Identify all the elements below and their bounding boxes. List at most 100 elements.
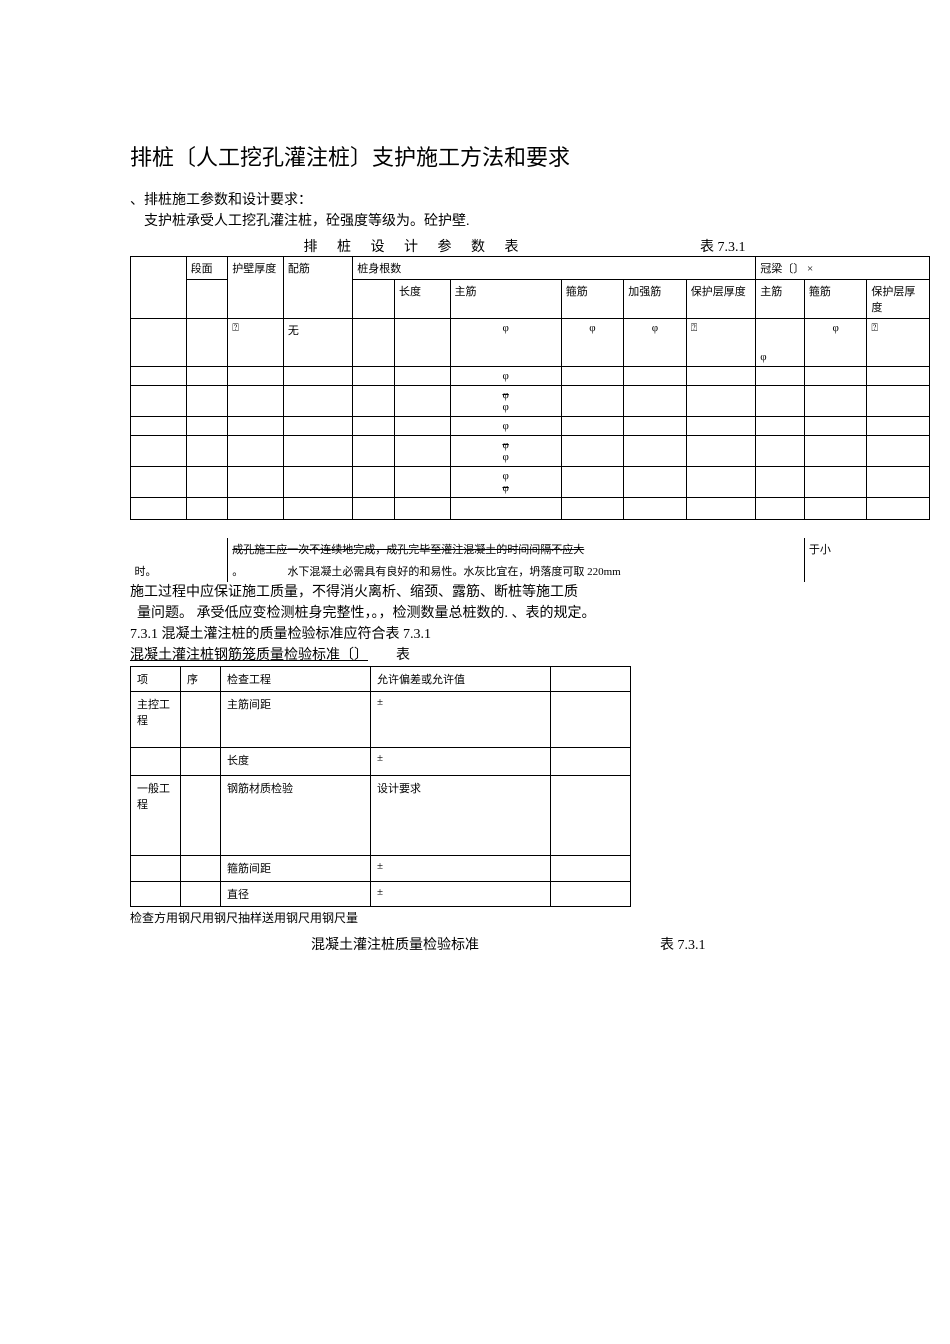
cell: 钢筋材质检验	[221, 775, 371, 855]
cell	[283, 436, 352, 467]
cell	[804, 417, 867, 436]
cell	[867, 498, 930, 520]
page-title: 排桩〔人工挖孔灌注桩〕支护施工方法和要求	[130, 140, 820, 172]
para-cell: 成孔施工应一次不连续地完成，成孔完毕至灌注混凝土的时间间隔不应大	[228, 538, 805, 560]
cell	[228, 417, 284, 436]
cell: 长度	[221, 747, 371, 775]
table-row: ⍰ 无 φ φ φ ⍰ φ φ ⍰	[131, 319, 930, 367]
cell	[353, 467, 395, 498]
th-wall: 护壁厚度	[228, 257, 284, 319]
table-row: φφ	[131, 467, 930, 498]
cell	[561, 417, 624, 436]
cell	[186, 498, 228, 520]
table-row: φ	[131, 417, 930, 436]
quality-check-table: 项 序 检查工程 允许偏差或允许值 主控工程 主筋间距 ± 长度 ± 一般工程 …	[130, 666, 631, 907]
cell	[551, 855, 631, 881]
cell	[131, 881, 181, 906]
th-seq: 序	[181, 666, 221, 691]
cell: φφ	[450, 436, 561, 467]
cell	[131, 747, 181, 775]
cell	[394, 467, 450, 498]
table-row: 长度 ±	[131, 747, 631, 775]
table3-title-row: 混凝土灌注桩质量检验标准 表 7.3.1	[130, 934, 820, 954]
table-row: φφ	[131, 436, 930, 467]
th-beam: 冠梁〔〕 ×	[756, 257, 930, 280]
cell: 箍筋间距	[221, 855, 371, 881]
cell: ±	[371, 881, 551, 906]
cell: φ	[561, 319, 624, 367]
cell	[867, 367, 930, 386]
cell: ±	[371, 855, 551, 881]
cell: φ	[450, 417, 561, 436]
cell	[804, 386, 867, 417]
cell: φφ	[450, 386, 561, 417]
cell	[353, 417, 395, 436]
th-count: 桩身根数	[353, 257, 756, 280]
cell	[181, 855, 221, 881]
cell	[228, 467, 284, 498]
table-row: 箍筋间距 ±	[131, 855, 631, 881]
cell	[394, 417, 450, 436]
cell	[394, 436, 450, 467]
table-row: 项 序 检查工程 允许偏差或允许值	[131, 666, 631, 691]
cell	[186, 386, 228, 417]
cell	[624, 436, 687, 467]
cell	[283, 467, 352, 498]
cell	[804, 367, 867, 386]
cell	[756, 386, 805, 417]
cell	[551, 691, 631, 747]
cell	[131, 520, 930, 538]
param-line-2: 支护桩承受人工挖孔灌注桩，砼强度等级为。砼护壁.	[130, 211, 820, 232]
cell: φ	[756, 319, 805, 367]
cell: 设计要求	[371, 775, 551, 855]
cell: 无	[283, 319, 352, 367]
cell	[353, 280, 395, 319]
table1-number: 表 7.3.1	[700, 236, 820, 256]
cell	[624, 367, 687, 386]
cell: ±	[371, 747, 551, 775]
table-row: 一般工程 钢筋材质检验 设计要求	[131, 775, 631, 855]
cell	[353, 436, 395, 467]
cell	[353, 319, 395, 367]
th-seg: 段面	[186, 257, 228, 280]
cell	[561, 386, 624, 417]
paragraph: 7.3.1 混凝土灌注桩的质量检验标准应符合表 7.3.1	[130, 624, 820, 645]
cell	[186, 436, 228, 467]
cell	[561, 367, 624, 386]
cell	[756, 467, 805, 498]
cell	[551, 775, 631, 855]
cell	[624, 386, 687, 417]
cell	[867, 386, 930, 417]
cell: φ	[624, 319, 687, 367]
th-rebar: 配筋	[283, 257, 352, 319]
th-item: 项	[131, 666, 181, 691]
cell: ±	[371, 691, 551, 747]
table-row: 时。 。 水下混凝土必需具有良好的和易性。水灰比宜在，坍落度可取 220mm	[131, 560, 930, 582]
cell	[551, 881, 631, 906]
th-main: 主筋	[450, 280, 561, 319]
cell	[686, 498, 756, 520]
cell	[353, 386, 395, 417]
cell	[551, 666, 631, 691]
cell	[186, 367, 228, 386]
cell	[394, 498, 450, 520]
cell	[686, 367, 756, 386]
para-cell	[131, 538, 228, 560]
cell	[686, 467, 756, 498]
check-method: 检查方用钢尺用钢尺抽样送用钢尺用钢尺量	[130, 909, 820, 926]
th-hoop: 箍筋	[561, 280, 624, 319]
table2-title: 混凝土灌注桩钢筋笼质量检验标准〔〕 表	[130, 645, 820, 666]
cell	[228, 498, 284, 520]
para-cell	[804, 560, 929, 582]
cell	[686, 436, 756, 467]
cell: ⍰	[228, 319, 284, 367]
cell	[756, 498, 805, 520]
table-row: 主控工程 主筋间距 ±	[131, 691, 631, 747]
cell	[394, 319, 450, 367]
cell	[131, 417, 187, 436]
para-cell: 于小	[804, 538, 929, 560]
cell	[394, 386, 450, 417]
th-allow: 允许偏差或允许值	[371, 666, 551, 691]
table1-title-row: 排 桩 设 计 参 数 表 表 7.3.1	[130, 236, 820, 256]
cell	[283, 498, 352, 520]
